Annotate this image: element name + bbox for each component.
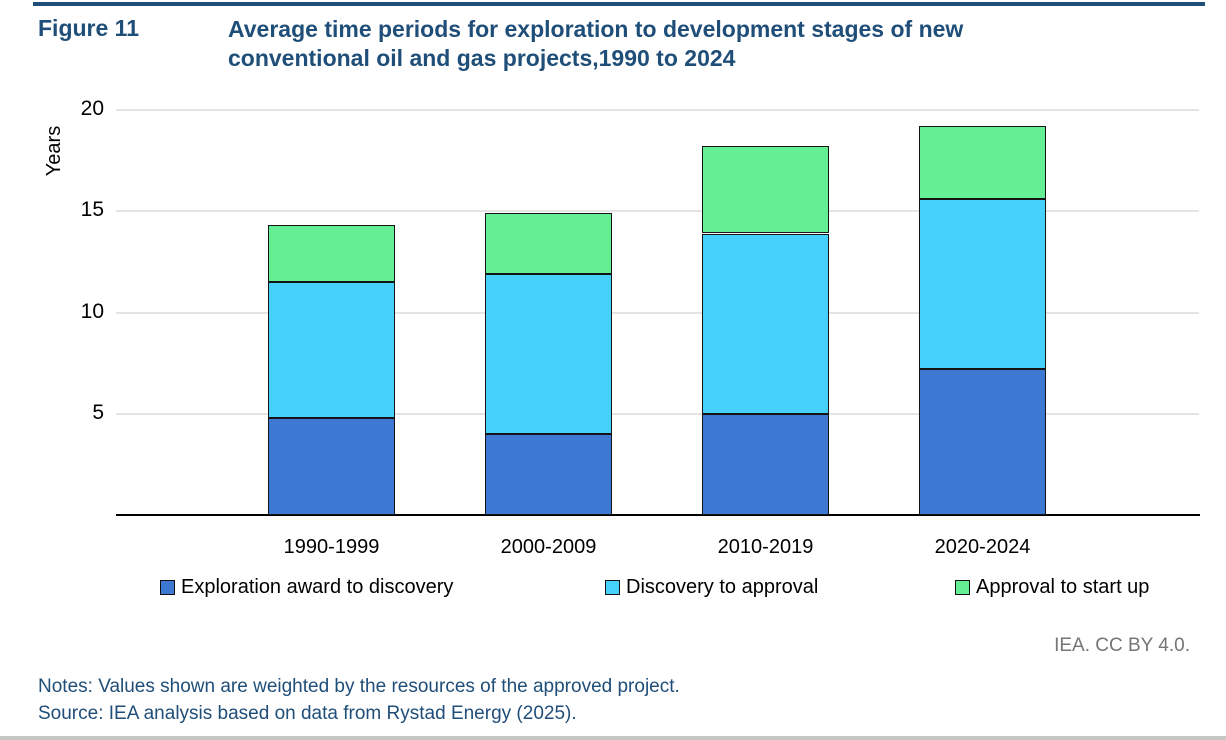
legend-item-discovery-to-approval: Discovery to approval bbox=[605, 576, 818, 599]
bar-segment-2020-2024-series-0 bbox=[919, 369, 1046, 515]
x-axis-line bbox=[116, 514, 1200, 516]
bar-segment-1990-1999-series-2 bbox=[268, 225, 395, 282]
bar-segment-2010-2019-series-2 bbox=[702, 146, 829, 233]
x-tick-label-2000-2009: 2000-2009 bbox=[500, 536, 597, 558]
bar-segment-2000-2009-series-0 bbox=[485, 434, 612, 515]
gridline-y20 bbox=[116, 109, 1199, 111]
figure-title-line-1: Average time periods for exploration to … bbox=[228, 16, 964, 42]
gridline-y15 bbox=[116, 210, 1199, 213]
notes-line: Notes: Values shown are weighted by the … bbox=[38, 676, 680, 697]
x-tick-label-2010-2019: 2010-2019 bbox=[717, 536, 814, 558]
x-tick-label-1990-1999: 1990-1999 bbox=[283, 536, 380, 558]
header-rule bbox=[33, 2, 1205, 6]
bar-segment-1990-1999-series-0 bbox=[268, 418, 395, 515]
source-line: Source: IEA analysis based on data from … bbox=[38, 703, 577, 724]
legend-swatch-blue-icon bbox=[160, 580, 175, 595]
x-tick-label-2020-2024: 2020-2024 bbox=[934, 536, 1031, 558]
legend-label: Approval to start up bbox=[976, 576, 1150, 598]
y-tick-label-15: 15 bbox=[80, 198, 104, 222]
bar-segment-2010-2019-series-1 bbox=[702, 234, 829, 414]
y-tick-label-10: 10 bbox=[80, 299, 104, 323]
bar-segment-2020-2024-series-2 bbox=[919, 126, 1046, 199]
figure-title-line-2: conventional oil and gas projects,1990 t… bbox=[228, 45, 736, 71]
bar-segment-1990-1999-series-1 bbox=[268, 282, 395, 418]
bar-segment-2000-2009-series-1 bbox=[485, 274, 612, 434]
legend-swatch-cyan-icon bbox=[605, 580, 620, 595]
legend-label: Discovery to approval bbox=[626, 576, 819, 598]
bar-segment-2000-2009-series-2 bbox=[485, 213, 612, 274]
footer-rule bbox=[0, 736, 1226, 740]
y-axis-label: Years bbox=[42, 125, 65, 177]
gridline-y5 bbox=[116, 412, 1199, 415]
y-tick-label-20: 20 bbox=[80, 97, 104, 120]
license-attribution: IEA. CC BY 4.0. bbox=[1054, 635, 1190, 656]
y-tick-label-5: 5 bbox=[92, 400, 104, 424]
figure-label: Figure 11 bbox=[38, 15, 139, 41]
legend-label: Exploration award to discovery bbox=[181, 576, 454, 598]
figure-title: Average time periods for exploration to … bbox=[228, 15, 963, 73]
legend-item-exploration-award-to-discovery: Exploration award to discovery bbox=[160, 576, 453, 599]
gridline-y10 bbox=[116, 311, 1199, 314]
bar-segment-2020-2024-series-1 bbox=[919, 199, 1046, 369]
legend-item-approval-to-start-up: Approval to start up bbox=[955, 576, 1149, 599]
legend-swatch-green-icon bbox=[955, 580, 970, 595]
bar-segment-2010-2019-series-0 bbox=[702, 414, 829, 515]
